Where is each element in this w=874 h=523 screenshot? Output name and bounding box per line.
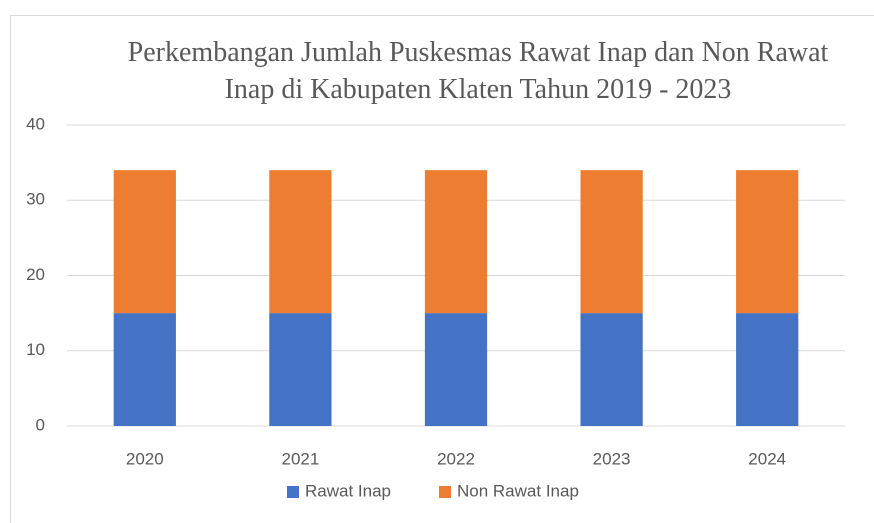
x-tick-label: 2022 xyxy=(437,449,475,468)
legend-swatch xyxy=(439,486,451,498)
y-tick-label: 30 xyxy=(26,190,45,209)
bar xyxy=(424,170,488,314)
bar xyxy=(113,170,176,314)
bar xyxy=(113,313,176,426)
chart-title: Perkembangan Jumlah Puskesmas Rawat Inap… xyxy=(127,37,829,105)
bar xyxy=(736,313,799,426)
bar xyxy=(269,170,332,314)
y-tick-label: 10 xyxy=(26,340,45,359)
chart-border xyxy=(10,15,874,523)
x-tick-label: 2020 xyxy=(126,449,164,468)
y-tick-label: 40 xyxy=(26,114,45,133)
x-tick-label: 2021 xyxy=(281,449,319,468)
y-tick-label: 0 xyxy=(36,415,45,434)
bar xyxy=(269,313,332,426)
x-tick-label: 2023 xyxy=(593,449,631,468)
bar xyxy=(736,170,799,314)
bar xyxy=(580,170,643,314)
bar xyxy=(580,313,643,426)
legend-label: Rawat Inap xyxy=(305,481,391,500)
legend-swatch xyxy=(287,486,299,498)
legend-label: Non Rawat Inap xyxy=(457,481,579,500)
bar xyxy=(424,313,488,426)
y-tick-label: 20 xyxy=(26,265,45,284)
x-tick-label: 2024 xyxy=(748,449,786,468)
